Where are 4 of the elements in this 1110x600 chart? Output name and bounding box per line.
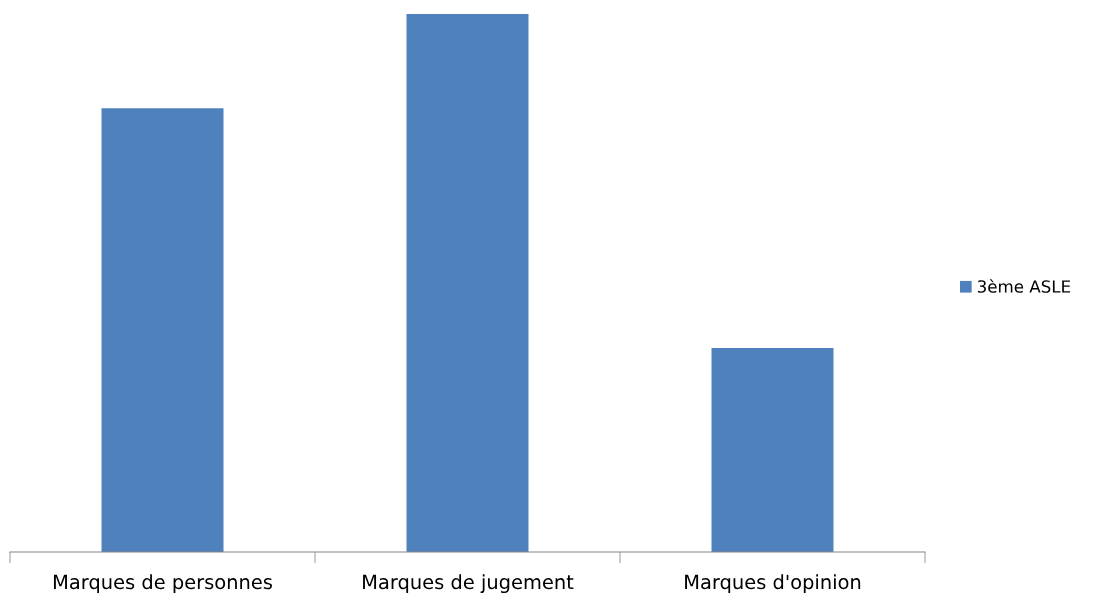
legend-label: 3ème ASLE (977, 279, 1071, 293)
x-tick-label: Marques d'opinion (685, 574, 861, 594)
x-tick-label: Marques de personnes (53, 574, 272, 594)
x-tick-label: Marques de jugement (363, 574, 574, 594)
